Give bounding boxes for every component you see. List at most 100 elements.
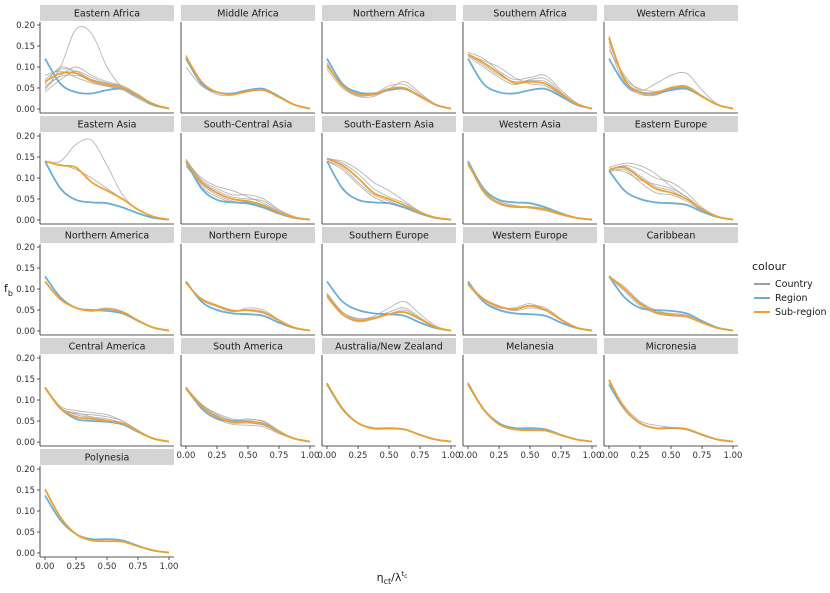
y-tick-label: 0.20 bbox=[16, 243, 35, 253]
x-tick-label: 0.50 bbox=[380, 451, 399, 461]
x-tick-label: 1.00 bbox=[160, 562, 179, 572]
facet-panel: Caribbean bbox=[603, 227, 738, 336]
y-tick-label: 0.10 bbox=[16, 396, 35, 406]
country-line bbox=[185, 281, 311, 332]
y-tick-label: 0.05 bbox=[16, 195, 35, 205]
x-tick-label: 0.75 bbox=[411, 451, 430, 461]
legend-item-sub-region: Sub-region bbox=[754, 307, 827, 318]
facet-panel: Western Africa bbox=[603, 5, 738, 114]
country-line bbox=[467, 283, 593, 332]
x-tick-label: 1.00 bbox=[301, 451, 320, 461]
facet-panel: Melanesia 0.00 0.25 0.50 0.75 1.00 bbox=[459, 338, 601, 461]
legend-label-sub-region: Sub-region bbox=[775, 307, 827, 318]
y-tick-label: 0.15 bbox=[16, 42, 35, 52]
facet-title: South-Central Asia bbox=[204, 120, 293, 131]
facet-title: Caribbean bbox=[647, 231, 696, 242]
region-line bbox=[467, 160, 593, 221]
facet-panel: Western Asia bbox=[462, 116, 597, 225]
facet-panel: Eastern Europe bbox=[603, 116, 738, 225]
facet-title: Micronesia bbox=[646, 342, 697, 353]
country-line bbox=[185, 387, 311, 443]
x-tick-label: 0.25 bbox=[490, 451, 509, 461]
facet-panel: Central America 0.00 0.05 0.10 0.15 0.20 bbox=[16, 338, 174, 448]
y-tick-label: 0.05 bbox=[16, 306, 35, 316]
x-tick-label: 0.25 bbox=[631, 451, 650, 461]
subregion-line bbox=[44, 71, 170, 110]
x-axis-title: ηct/λtc bbox=[377, 570, 408, 586]
y-tick-label: 0.00 bbox=[16, 105, 35, 115]
facet-strip bbox=[463, 116, 597, 132]
y-tick-label: 0.15 bbox=[16, 375, 35, 385]
country-line bbox=[608, 39, 734, 110]
facet-strip bbox=[604, 227, 738, 243]
country-line bbox=[185, 387, 311, 443]
country-line bbox=[185, 283, 311, 332]
subregion-line bbox=[608, 275, 734, 332]
x-tick-label: 0.00 bbox=[600, 451, 619, 461]
country-line bbox=[185, 387, 311, 443]
facet-title: Eastern Europe bbox=[635, 120, 708, 131]
x-tick-label: 1.00 bbox=[724, 451, 743, 461]
facet-strip bbox=[40, 227, 174, 243]
facet-title: Northern Europe bbox=[209, 231, 288, 242]
region-line bbox=[44, 275, 170, 332]
facet-panel: South-Central Asia bbox=[180, 116, 315, 225]
facet-panel: Northern America 0.00 0.05 0.10 0.15 0.20 bbox=[16, 227, 174, 337]
facet-title: Northern Africa bbox=[353, 9, 425, 20]
country-line bbox=[44, 25, 170, 110]
region-line bbox=[326, 280, 452, 332]
country-line bbox=[185, 55, 311, 110]
facet-title: Melanesia bbox=[506, 342, 554, 353]
y-tick-label: 0.20 bbox=[16, 21, 35, 31]
facet-title: Southern Europe bbox=[349, 231, 429, 242]
region-line bbox=[185, 58, 311, 110]
facet-strip bbox=[181, 227, 315, 243]
subregion-line bbox=[608, 379, 734, 443]
facet-panel: Southern Europe bbox=[321, 227, 456, 336]
facet-panel: Micronesia 0.00 0.25 0.50 0.75 1.00 bbox=[600, 338, 743, 461]
facet-title: Polynesia bbox=[85, 453, 130, 464]
region-line bbox=[608, 275, 734, 332]
y-tick-label: 0.10 bbox=[16, 285, 35, 295]
x-tick-label: 0.75 bbox=[693, 451, 712, 461]
subregion-line bbox=[608, 37, 734, 110]
facet-panel: South-Eastern Asia bbox=[321, 116, 456, 225]
facet-title: South America bbox=[213, 342, 283, 353]
facet-strip bbox=[463, 338, 597, 354]
subregion-line bbox=[326, 382, 452, 443]
country-line bbox=[185, 66, 311, 110]
x-tick-label: 0.75 bbox=[129, 562, 148, 572]
subregion-line bbox=[185, 160, 311, 221]
x-tick-label: 0.50 bbox=[239, 451, 258, 461]
y-tick-label: 0.00 bbox=[16, 216, 35, 226]
subregion-line bbox=[44, 280, 170, 332]
legend: colour Country Region Sub-region bbox=[752, 260, 827, 318]
y-tick-label: 0.05 bbox=[16, 417, 35, 427]
country-line bbox=[608, 35, 734, 110]
country-line bbox=[44, 138, 170, 221]
facet-strip bbox=[40, 5, 174, 21]
subregion-line bbox=[326, 294, 452, 332]
country-line bbox=[608, 49, 734, 110]
legend-item-country: Country bbox=[754, 279, 813, 290]
region-line bbox=[467, 58, 593, 110]
y-tick-label: 0.20 bbox=[16, 465, 35, 475]
facet-panels: Eastern Africa 0.00 0.05 0.10 0.15 0.20 Middle… bbox=[16, 5, 742, 572]
y-tick-label: 0.15 bbox=[16, 264, 35, 274]
facet-strip bbox=[463, 5, 597, 21]
x-tick-label: 0.50 bbox=[662, 451, 681, 461]
subregion-line bbox=[185, 282, 311, 332]
y-tick-label: 0.20 bbox=[16, 132, 35, 142]
facet-title: Central America bbox=[69, 342, 146, 353]
y-tick-label: 0.20 bbox=[16, 354, 35, 364]
facet-title: Middle Africa bbox=[217, 9, 279, 20]
country-line bbox=[44, 281, 170, 332]
x-tick-label: 0.50 bbox=[521, 451, 540, 461]
facet-strip bbox=[181, 338, 315, 354]
region-line bbox=[185, 280, 311, 332]
facet-strip bbox=[181, 5, 315, 21]
x-tick-label: 0.25 bbox=[67, 562, 86, 572]
y-tick-label: 0.00 bbox=[16, 327, 35, 337]
x-tick-label: 0.50 bbox=[98, 562, 117, 572]
facet-panel: Northern Africa bbox=[321, 5, 456, 114]
